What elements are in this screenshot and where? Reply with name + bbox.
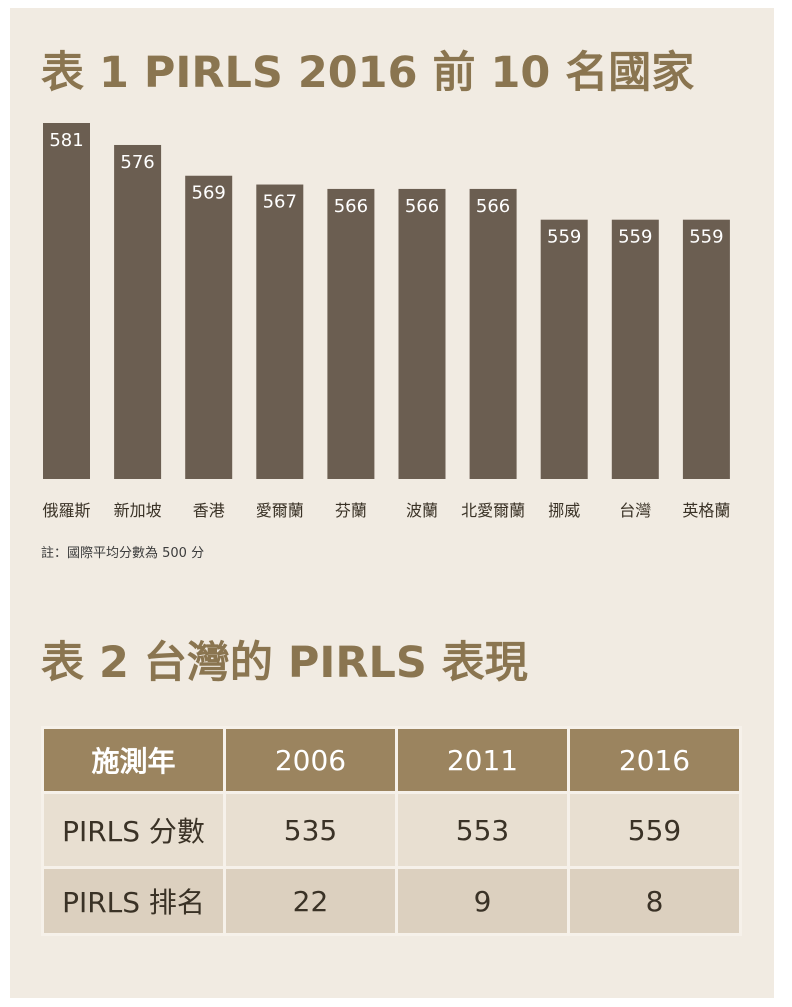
table-title: 表 2 台灣的 PIRLS 表現: [41, 638, 528, 688]
bar-value-label: 559: [618, 227, 652, 248]
table-cell: 553: [395, 791, 570, 869]
bar-value-label: 569: [192, 183, 226, 204]
bar-1: [43, 123, 90, 479]
table-header-cell: 2006: [223, 726, 398, 794]
bar-10: [682, 219, 730, 480]
table-cell: 535: [223, 791, 398, 869]
category-label: 新加坡: [114, 501, 162, 520]
bar-value-label: 566: [476, 196, 510, 217]
chart-note: 註：國際平均分數為 500 分: [41, 546, 205, 561]
bar-value-label: 566: [334, 196, 368, 217]
table-header-cell: 2011: [395, 726, 570, 794]
category-label: 挪威: [548, 501, 580, 520]
table-header-cell: 施測年: [41, 726, 226, 794]
category-label: 芬蘭: [335, 501, 367, 520]
bar-7: [469, 188, 517, 480]
table-header-cell: 2016: [567, 726, 742, 794]
table-cell: 9: [395, 866, 570, 936]
bar-value-label: 559: [547, 227, 581, 248]
bar-2: [114, 144, 162, 479]
bar-value-label: 566: [405, 196, 439, 217]
category-label: 英格蘭: [682, 501, 730, 520]
category-label: 波蘭: [406, 501, 438, 520]
bar-value-label: 576: [120, 152, 154, 173]
table-row: PIRLS 排名 22 9 8: [41, 866, 742, 936]
table-header-row: 施測年 2006 2011 2016: [41, 726, 742, 794]
bar-9: [611, 219, 659, 480]
category-label: 北愛爾蘭: [461, 501, 525, 520]
table-cell: 22: [223, 866, 398, 936]
bar-chart: 581 俄羅斯 576 新加坡 569 香港 567 愛爾蘭 566 芬蘭 566 波蘭 566 北愛爾蘭…: [42, 123, 730, 520]
bar-3: [185, 175, 233, 480]
category-label: 香港: [193, 501, 225, 520]
bar-value-label: 567: [263, 192, 297, 213]
table-row: PIRLS 分數 535 553 559: [41, 791, 742, 869]
category-label: 台灣: [619, 501, 651, 520]
bar-5: [327, 188, 375, 480]
category-label: 俄羅斯: [42, 501, 90, 520]
table-row-label: PIRLS 分數: [41, 791, 226, 869]
pirls-table: 施測年 2006 2011 2016 PIRLS 分數 535 553 559 …: [41, 726, 742, 936]
table-cell: 8: [567, 866, 742, 936]
category-label: 愛爾蘭: [256, 501, 304, 520]
bar-6: [398, 188, 446, 480]
table-row-label: PIRLS 排名: [41, 866, 226, 936]
bar-8: [540, 219, 588, 480]
table-cell: 559: [567, 791, 742, 869]
bar-value-label: 581: [49, 130, 83, 151]
bar-4: [256, 184, 304, 479]
chart-title: 表 1 PIRLS 2016 前 10 名國家: [41, 48, 695, 98]
bar-value-label: 559: [689, 227, 723, 248]
